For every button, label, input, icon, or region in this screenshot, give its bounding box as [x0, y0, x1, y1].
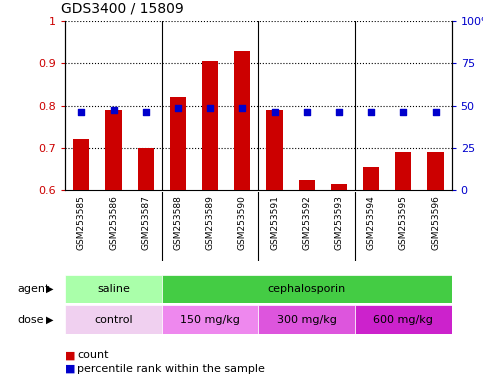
Bar	[363, 167, 379, 190]
Point	[399, 109, 407, 115]
Bar	[331, 184, 347, 190]
Text: 150 mg/kg: 150 mg/kg	[180, 314, 240, 325]
Point	[367, 109, 375, 115]
Bar	[267, 110, 283, 190]
Bar	[138, 148, 154, 190]
Text: GSM253587: GSM253587	[141, 195, 150, 250]
Text: GSM253590: GSM253590	[238, 195, 247, 250]
Text: GSM253596: GSM253596	[431, 195, 440, 250]
Point	[110, 107, 117, 113]
Text: dose: dose	[17, 314, 43, 325]
Bar	[298, 180, 315, 190]
Bar	[395, 152, 412, 190]
Text: GSM253585: GSM253585	[77, 195, 86, 250]
Text: GSM253592: GSM253592	[302, 195, 311, 250]
Text: GSM253589: GSM253589	[206, 195, 214, 250]
Text: GDS3400 / 15809: GDS3400 / 15809	[61, 1, 184, 15]
Point	[303, 109, 311, 115]
Text: 300 mg/kg: 300 mg/kg	[277, 314, 337, 325]
Text: cephalosporin: cephalosporin	[268, 284, 346, 294]
Bar	[73, 139, 89, 190]
Text: 600 mg/kg: 600 mg/kg	[373, 314, 433, 325]
Text: percentile rank within the sample: percentile rank within the sample	[77, 364, 265, 374]
Text: GSM253595: GSM253595	[399, 195, 408, 250]
Bar	[258, 305, 355, 334]
Text: GSM253591: GSM253591	[270, 195, 279, 250]
Text: GSM253594: GSM253594	[367, 195, 376, 250]
Bar	[234, 51, 250, 190]
Text: ■: ■	[65, 364, 76, 374]
Point	[335, 109, 343, 115]
Point	[174, 104, 182, 111]
Point	[77, 109, 85, 115]
Point	[206, 104, 214, 111]
Bar	[162, 305, 258, 334]
Text: ■: ■	[65, 350, 76, 360]
Text: GSM253593: GSM253593	[334, 195, 343, 250]
Text: agent: agent	[17, 284, 49, 294]
Bar	[65, 305, 162, 334]
Point	[239, 104, 246, 111]
Point	[270, 109, 278, 115]
Text: count: count	[77, 350, 109, 360]
Bar	[65, 275, 162, 303]
Text: GSM253586: GSM253586	[109, 195, 118, 250]
Text: ▶: ▶	[46, 284, 54, 294]
Bar	[427, 152, 443, 190]
Text: ▶: ▶	[46, 314, 54, 325]
Text: saline: saline	[97, 284, 130, 294]
Bar	[355, 305, 452, 334]
Text: GSM253588: GSM253588	[173, 195, 183, 250]
Bar	[202, 61, 218, 190]
Bar	[105, 110, 122, 190]
Point	[142, 109, 150, 115]
Point	[432, 109, 440, 115]
Bar	[170, 97, 186, 190]
Text: control: control	[94, 314, 133, 325]
Bar	[162, 275, 452, 303]
